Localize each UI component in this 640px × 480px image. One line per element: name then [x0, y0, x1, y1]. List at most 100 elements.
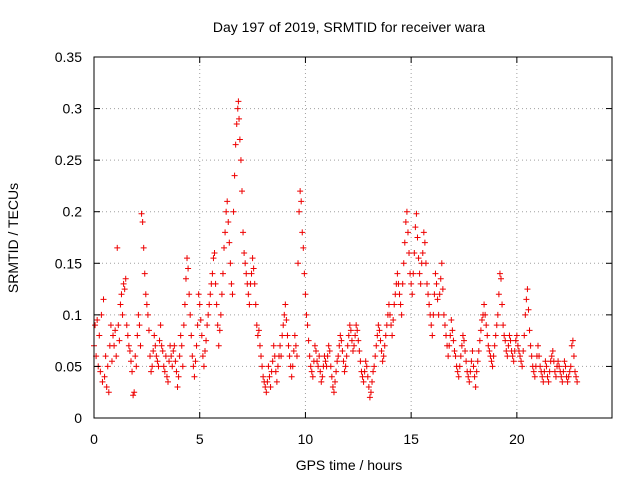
data-point — [428, 322, 435, 329]
data-point — [113, 353, 120, 360]
data-point — [280, 322, 287, 329]
data-point — [270, 342, 277, 349]
data-point — [437, 275, 444, 282]
data-point — [356, 347, 363, 354]
data-point — [381, 342, 388, 349]
data-point — [207, 291, 214, 298]
data-point — [119, 311, 126, 318]
data-point — [177, 332, 184, 339]
data-point — [112, 327, 119, 334]
data-point — [521, 332, 528, 339]
data-point — [111, 342, 118, 349]
data-point — [211, 249, 218, 256]
data-point — [206, 301, 213, 308]
data-point — [188, 332, 195, 339]
data-point — [256, 342, 263, 349]
data-point — [284, 332, 291, 339]
data-point — [295, 260, 302, 267]
data-point — [272, 368, 279, 375]
data-point — [190, 363, 197, 370]
data-point — [450, 337, 457, 344]
y-tick-label: 0.25 — [55, 152, 82, 168]
data-point — [226, 239, 233, 246]
data-point — [472, 384, 479, 391]
data-point — [291, 332, 298, 339]
data-point — [233, 121, 240, 128]
data-point — [439, 286, 446, 293]
data-point — [561, 358, 568, 365]
data-point — [400, 260, 407, 267]
data-point — [431, 291, 438, 298]
data-point — [548, 353, 555, 360]
data-point — [519, 363, 526, 370]
data-point — [305, 337, 312, 344]
data-point — [447, 332, 454, 339]
data-point — [526, 327, 533, 334]
data-point — [169, 363, 176, 370]
data-point — [160, 363, 167, 370]
data-point — [104, 363, 111, 370]
data-point — [210, 255, 217, 262]
data-point — [224, 198, 231, 205]
data-point — [125, 342, 132, 349]
data-point — [549, 347, 556, 354]
data-point — [129, 368, 136, 375]
data-point — [452, 353, 459, 360]
y-tick-label: 0 — [74, 410, 82, 426]
data-point — [157, 322, 164, 329]
data-point — [565, 373, 572, 380]
data-point — [205, 311, 212, 318]
data-point — [117, 301, 124, 308]
data-point — [236, 115, 243, 122]
data-point — [215, 342, 222, 349]
data-point — [343, 353, 350, 360]
data-point — [438, 260, 445, 267]
data-point — [387, 311, 393, 318]
data-point — [468, 358, 475, 365]
data-point — [155, 363, 162, 370]
data-point — [192, 358, 199, 365]
y-tick-label: 0.05 — [55, 358, 82, 374]
data-point — [326, 347, 333, 354]
data-point — [396, 291, 403, 298]
data-point — [466, 378, 473, 385]
y-tick-label: 0.35 — [55, 49, 82, 65]
data-point — [217, 311, 224, 318]
data-point — [348, 337, 355, 344]
data-point — [435, 311, 442, 318]
data-point — [327, 363, 334, 370]
data-point — [424, 280, 430, 287]
data-point — [241, 249, 248, 256]
data-point — [377, 337, 384, 344]
data-point — [390, 317, 397, 324]
data-point — [440, 311, 447, 318]
data-point — [154, 358, 161, 365]
data-point — [124, 332, 131, 339]
data-point — [391, 301, 398, 308]
data-point — [292, 342, 299, 349]
data-point — [351, 342, 358, 349]
data-point — [451, 347, 458, 354]
data-point — [420, 229, 427, 236]
data-point — [564, 378, 571, 385]
data-point — [360, 378, 367, 385]
x-tick-label: 10 — [298, 431, 314, 447]
chart-title: Day 197 of 2019, SRMTID for receiver war… — [213, 19, 486, 35]
data-point — [166, 358, 173, 365]
data-point — [293, 353, 300, 360]
data-point — [178, 342, 185, 349]
data-point — [263, 389, 270, 396]
data-point — [416, 270, 423, 277]
data-point — [130, 392, 137, 399]
data-point — [185, 265, 192, 272]
data-point — [546, 368, 553, 375]
data-point — [332, 378, 339, 385]
data-point — [380, 353, 387, 360]
y-tick-label: 0.1 — [63, 307, 83, 323]
plot-frame — [93, 56, 613, 419]
data-point — [149, 363, 156, 370]
data-point — [389, 332, 396, 339]
data-point — [234, 105, 241, 112]
y-tick-label: 0.3 — [63, 101, 83, 117]
